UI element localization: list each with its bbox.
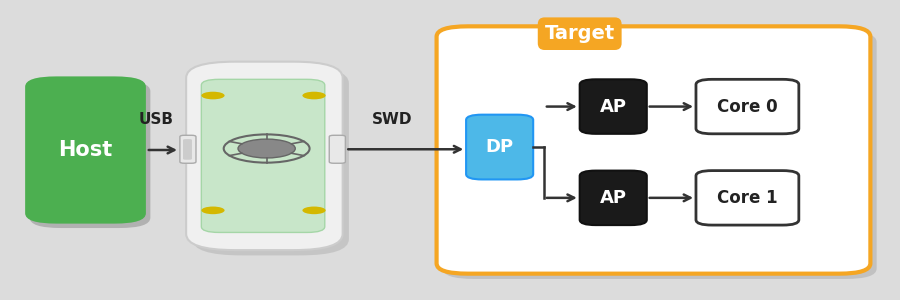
FancyBboxPatch shape bbox=[202, 79, 325, 232]
Circle shape bbox=[302, 92, 326, 99]
FancyBboxPatch shape bbox=[329, 135, 346, 163]
FancyBboxPatch shape bbox=[186, 62, 343, 250]
FancyBboxPatch shape bbox=[580, 79, 647, 134]
FancyBboxPatch shape bbox=[180, 135, 196, 163]
Text: Host: Host bbox=[58, 140, 112, 160]
FancyBboxPatch shape bbox=[25, 76, 146, 224]
Circle shape bbox=[202, 206, 225, 214]
Circle shape bbox=[202, 92, 225, 99]
FancyBboxPatch shape bbox=[30, 81, 150, 228]
Text: AP: AP bbox=[599, 189, 626, 207]
FancyBboxPatch shape bbox=[436, 26, 870, 274]
FancyBboxPatch shape bbox=[696, 79, 799, 134]
FancyBboxPatch shape bbox=[193, 67, 349, 255]
FancyBboxPatch shape bbox=[696, 171, 799, 225]
Text: DP: DP bbox=[486, 138, 514, 156]
FancyBboxPatch shape bbox=[443, 32, 877, 279]
Text: SWD: SWD bbox=[372, 112, 412, 127]
FancyBboxPatch shape bbox=[580, 171, 647, 225]
Circle shape bbox=[302, 206, 326, 214]
Text: AP: AP bbox=[599, 98, 626, 116]
Text: Core 0: Core 0 bbox=[717, 98, 778, 116]
FancyBboxPatch shape bbox=[183, 139, 192, 160]
Text: USB: USB bbox=[140, 112, 174, 127]
Text: Core 1: Core 1 bbox=[717, 189, 778, 207]
FancyBboxPatch shape bbox=[466, 115, 533, 179]
Circle shape bbox=[238, 139, 295, 158]
Text: Target: Target bbox=[544, 24, 615, 43]
